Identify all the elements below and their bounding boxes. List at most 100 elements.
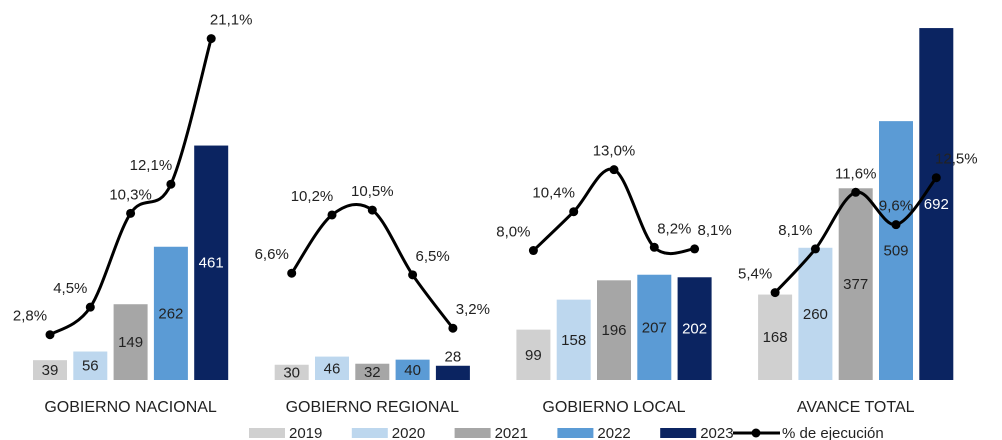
bar-value-label: 260 — [803, 306, 828, 323]
line-value-label: 10,4% — [532, 185, 575, 202]
legend-label: % de ejecución — [782, 425, 884, 440]
legend-label: 2023 — [700, 425, 733, 440]
line-point — [569, 207, 579, 217]
line-value-label: 10,5% — [351, 183, 394, 200]
line-value-label: 8,2% — [657, 220, 691, 237]
line-value-label: 11,6% — [835, 165, 876, 182]
bar-value-label: 39 — [42, 362, 59, 379]
bar — [73, 351, 108, 380]
bar — [516, 329, 551, 380]
line-point — [690, 244, 700, 254]
bar-value-label: 202 — [682, 321, 707, 338]
category-label: GOBIERNO NACIONAL — [44, 399, 217, 416]
legend-swatch — [660, 428, 697, 438]
line-value-label: 5,4% — [738, 266, 772, 283]
legend-marker — [751, 428, 761, 438]
bar-value-label: 168 — [763, 329, 788, 346]
bar — [194, 145, 229, 380]
bar-value-label: 32 — [364, 364, 381, 381]
line-value-label: 12,5% — [935, 151, 978, 168]
line — [290, 202, 455, 330]
line-point — [528, 246, 538, 256]
bar — [355, 363, 390, 380]
bar — [677, 277, 712, 380]
bar-value-label: 158 — [561, 332, 586, 349]
bar — [274, 364, 309, 380]
bar-value-label: 692 — [924, 196, 949, 213]
bar-value-label: 30 — [283, 364, 300, 381]
category-label: GOBIERNO REGIONAL — [286, 399, 459, 416]
line-point — [327, 210, 337, 220]
line — [49, 38, 213, 336]
bar-value-label: 509 — [883, 243, 908, 260]
line-value-label: 2,8% — [13, 308, 47, 325]
bar — [597, 280, 631, 380]
line-value-label: 6,6% — [255, 246, 289, 263]
line-value-label: 4,5% — [53, 280, 87, 297]
line-value-label: 12,1% — [130, 157, 173, 174]
bar — [919, 28, 954, 380]
category-label: GOBIERNO LOCAL — [542, 399, 685, 416]
bar-value-label: 28 — [445, 349, 462, 366]
legend-swatch — [454, 428, 491, 438]
bar-value-label: 99 — [525, 347, 542, 364]
bar — [315, 356, 349, 380]
bar — [435, 365, 470, 380]
legend-label: 2022 — [597, 425, 630, 440]
bar — [33, 360, 67, 380]
line-point — [206, 34, 216, 44]
bar-value-label: 377 — [843, 276, 868, 293]
bar — [798, 247, 833, 380]
line-point — [770, 288, 780, 298]
line-value-label: 21,1% — [210, 12, 253, 29]
bar — [838, 188, 873, 380]
line-point — [649, 242, 659, 252]
line — [532, 167, 695, 256]
bar — [395, 359, 430, 380]
line-point — [85, 302, 95, 312]
line-value-label: 3,2% — [456, 301, 490, 318]
legend-label: 2019 — [289, 425, 322, 440]
bar — [153, 246, 188, 380]
line-value-label: 10,2% — [291, 188, 334, 205]
bar-value-label: 46 — [324, 360, 341, 377]
line-point — [851, 187, 861, 197]
legend-swatch — [557, 428, 594, 438]
bar-value-label: 461 — [199, 255, 224, 272]
line-point — [287, 268, 297, 278]
legend-swatch — [351, 428, 388, 438]
bar-value-label: 40 — [404, 362, 421, 379]
bar — [758, 294, 793, 380]
bar-value-label: 149 — [118, 334, 143, 351]
category-label: AVANCE TOTAL — [797, 399, 915, 416]
bar-value-label: 196 — [601, 322, 626, 339]
bar-value-label: 56 — [82, 358, 99, 375]
line-value-label: 13,0% — [593, 143, 636, 160]
line-point — [609, 165, 619, 175]
line-value-label: 8,0% — [496, 224, 530, 241]
bar — [879, 121, 913, 380]
line-value-label: 10,3% — [109, 186, 152, 203]
bar — [637, 274, 672, 380]
line-value-label: 8,1% — [697, 222, 731, 239]
line-point — [448, 323, 458, 333]
legend-swatch — [249, 428, 285, 438]
line-point — [891, 220, 901, 230]
line-value-label: 6,5% — [415, 248, 449, 265]
line-point — [126, 208, 136, 218]
legend-label: 2020 — [392, 425, 425, 440]
line-point — [166, 179, 176, 189]
line-point — [367, 205, 377, 215]
legend-label: 2021 — [495, 425, 528, 440]
line-point — [931, 173, 941, 183]
bar — [113, 304, 148, 380]
bar — [556, 299, 591, 380]
line-value-label: 9,6% — [879, 198, 913, 215]
line-point — [810, 244, 820, 254]
line-value-label: 8,1% — [778, 222, 812, 239]
bar-value-label: 207 — [642, 319, 667, 336]
line-point — [45, 330, 55, 340]
bar-value-label: 262 — [158, 305, 183, 322]
line-point — [408, 270, 418, 280]
